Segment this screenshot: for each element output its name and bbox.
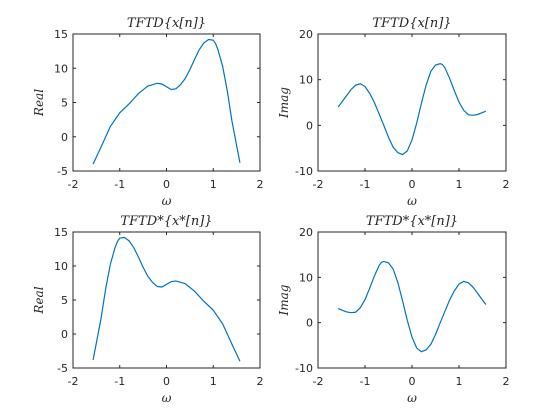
x-tick-label: -1 <box>360 178 371 191</box>
y-tick-label: 0 <box>61 131 68 144</box>
y-tick-label: 10 <box>54 260 68 273</box>
axes-box <box>72 231 261 369</box>
chart-title: TFTD*{x*[n]} <box>366 214 458 229</box>
y-tick-label: 15 <box>54 226 68 239</box>
y-tick-label: 0 <box>306 119 313 132</box>
x-axis-label: ω <box>162 391 172 405</box>
x-tick-label: 2 <box>257 375 264 388</box>
y-axis-label: Real <box>32 89 46 117</box>
y-tick-label: -5 <box>57 362 68 375</box>
x-tick-label: 2 <box>503 375 510 388</box>
x-tick-label: 0 <box>409 375 416 388</box>
x-tick-label: -1 <box>114 178 125 191</box>
y-tick-label: 5 <box>61 97 68 110</box>
y-axis-label: Imag <box>277 87 291 119</box>
subplot-1: -2 -1 0 1 2 -5 0 5 10 15 TFTD{x[n]} ω Real <box>32 16 264 208</box>
x-tick-label: -2 <box>313 375 324 388</box>
x-tick-label: 0 <box>163 375 170 388</box>
y-tick-label: -5 <box>57 165 68 178</box>
y-tick-label: 20 <box>299 226 313 239</box>
y-tick-label: 5 <box>61 294 68 307</box>
y-tick-label: 10 <box>299 271 313 284</box>
x-axis-label: ω <box>407 194 417 208</box>
x-tick-label: 1 <box>210 375 217 388</box>
axes-box <box>317 33 507 172</box>
x-tick-label: 2 <box>257 178 264 191</box>
x-tick-label: 1 <box>456 375 463 388</box>
subplot-3: -2 -1 0 1 2 -5 0 5 10 15 TFTD*{x*[n]} ω Real <box>32 214 264 405</box>
series-line <box>337 260 487 353</box>
x-tick-label: 1 <box>210 178 217 191</box>
y-axis-label: Real <box>32 286 46 314</box>
x-tick-label: 1 <box>456 178 463 191</box>
axes-box <box>72 33 261 172</box>
series-line <box>92 236 241 362</box>
x-axis-label: ω <box>407 391 417 405</box>
y-tick-label: 15 <box>54 28 68 41</box>
y-tick-label: 10 <box>299 74 313 87</box>
x-tick-label: -1 <box>114 375 125 388</box>
y-tick-label: 0 <box>306 317 313 330</box>
x-tick-label: -2 <box>68 178 79 191</box>
x-tick-label: -2 <box>68 375 79 388</box>
x-tick-label: 0 <box>409 178 416 191</box>
chart-title: TFTD*{x*[n]} <box>120 214 212 229</box>
axes-box <box>317 231 507 369</box>
x-tick-label: -2 <box>313 178 324 191</box>
y-tick-label: 10 <box>54 62 68 75</box>
y-tick-label: -10 <box>295 165 313 178</box>
series-line <box>92 38 241 165</box>
x-tick-label: 0 <box>163 178 170 191</box>
y-axis-label: Imag <box>277 284 291 316</box>
x-axis-label: ω <box>162 194 172 208</box>
y-tick-label: 0 <box>61 328 68 341</box>
y-tick-label: 20 <box>299 28 313 41</box>
chart-title: TFTD{x[n]} <box>127 16 206 31</box>
series-line <box>337 63 487 156</box>
chart-title: TFTD{x[n]} <box>372 16 451 31</box>
x-tick-label: -1 <box>360 375 371 388</box>
x-tick-label: 2 <box>503 178 510 191</box>
y-tick-label: -10 <box>295 362 313 375</box>
